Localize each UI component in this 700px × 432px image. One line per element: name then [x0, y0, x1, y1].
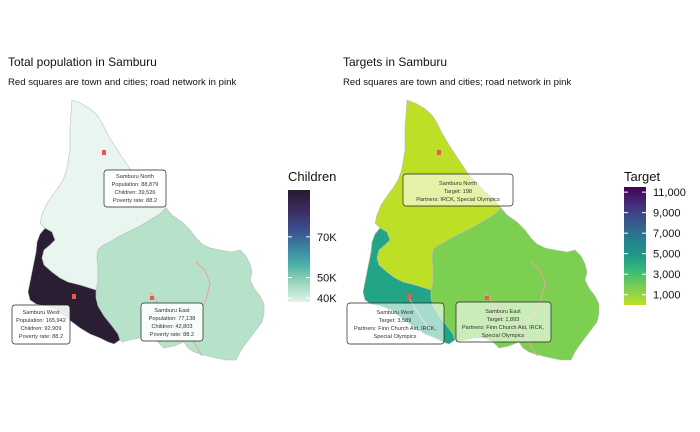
legend-target-title: Target — [624, 169, 661, 184]
town-marker — [485, 296, 489, 300]
panel-targets-title: Targets in Samburu — [343, 55, 447, 69]
legend-tick-label: 7,000 — [653, 228, 681, 240]
label-north-line: Samburu North — [439, 181, 477, 187]
panel-population: Total population in Samburu Red squares … — [8, 55, 337, 361]
town-marker — [437, 150, 441, 155]
label-east-line: Target: 1,893 — [487, 317, 520, 323]
label-west-line: Children: 92,909 — [20, 326, 61, 332]
label-west-line: Population: 165,942 — [16, 318, 66, 324]
label-north-line: Children: 39,526 — [114, 190, 155, 196]
label-box-north: Samburu North Population: 88,879 Childre… — [103, 169, 167, 208]
label-west-line: Special Olympics — [374, 334, 417, 340]
legend-tick-label: 1,000 — [653, 290, 681, 302]
legend-tick-label: 5,000 — [653, 249, 681, 261]
panel-population-subtitle: Red squares are town and cities; road ne… — [8, 77, 236, 88]
label-north-line: Partners: IRCK, Special Olympics — [416, 197, 500, 203]
label-east-line: Partners: Finn Church Aid, IRCK, — [462, 325, 545, 331]
town-marker — [150, 296, 154, 300]
label-west-line: Target: 3,589 — [379, 318, 412, 324]
legend-target: Target 11,000 9,000 7,000 5,000 3,000 1,000 — [624, 169, 686, 305]
panel-population-title: Total population in Samburu — [8, 55, 157, 69]
legend-children-title: Children — [288, 169, 336, 184]
label-box-east: Samburu East Population: 77,138 Children… — [140, 302, 204, 342]
panel-targets: Targets in Samburu Red squares are town … — [343, 55, 686, 361]
town-marker — [102, 150, 106, 155]
label-box-west: Samburu West Population: 165,942 Childre… — [11, 304, 71, 345]
region-east[interactable] — [95, 207, 265, 361]
label-north-line: Poverty rate: 88.2 — [113, 198, 157, 204]
label-west-line: Poverty rate: 88.2 — [19, 334, 63, 340]
population-map: Samburu North Population: 88,879 Childre… — [11, 99, 265, 361]
label-box-west: Samburu West Target: 3,589 Partners: Fin… — [346, 302, 445, 345]
legend-children-ticks: 70K 50K 40K — [288, 232, 337, 305]
legend-children-colorbar — [288, 190, 310, 302]
town-marker — [72, 294, 76, 299]
label-north-line: Samburu North — [116, 174, 154, 180]
legend-tick-label: 3,000 — [653, 269, 681, 281]
legend-children: Children 70K 50K 40K — [288, 169, 337, 305]
label-box-east: Samburu East Target: 1,893 Partners: Fin… — [455, 301, 552, 343]
targets-map: Samburu North Target: 198 Partners: IRCK… — [346, 99, 600, 361]
legend-target-ticks: 11,000 9,000 7,000 5,000 3,000 1,000 — [624, 187, 686, 302]
legend-tick-label: 70K — [317, 232, 337, 244]
label-east-line: Samburu East — [154, 308, 190, 314]
label-north-line: Target: 198 — [444, 189, 472, 195]
label-east-line: Population: 77,138 — [149, 316, 196, 322]
label-west-line: Samburu West — [23, 310, 60, 316]
panel-targets-subtitle: Red squares are town and cities; road ne… — [343, 77, 571, 88]
label-box-north: Samburu North Target: 198 Partners: IRCK… — [402, 173, 514, 207]
label-east-line: Children: 42,803 — [151, 324, 192, 330]
label-east-line: Poverty rate: 88.2 — [150, 332, 194, 338]
legend-tick-label: 50K — [317, 273, 337, 285]
label-west-line: Samburu West — [377, 310, 414, 316]
label-west-line: Partners: Finn Church Aid, IRCK, — [354, 326, 437, 332]
legend-tick-label: 11,000 — [653, 187, 686, 199]
label-east-line: Samburu East — [485, 309, 521, 315]
legend-target-colorbar — [624, 187, 646, 305]
label-north-line: Population: 88,879 — [112, 182, 159, 188]
town-marker — [407, 294, 411, 299]
legend-tick-label: 9,000 — [653, 208, 681, 220]
legend-tick-label: 40K — [317, 293, 337, 305]
label-east-line: Special Olympics — [482, 333, 525, 339]
region-west[interactable] — [27, 227, 121, 345]
